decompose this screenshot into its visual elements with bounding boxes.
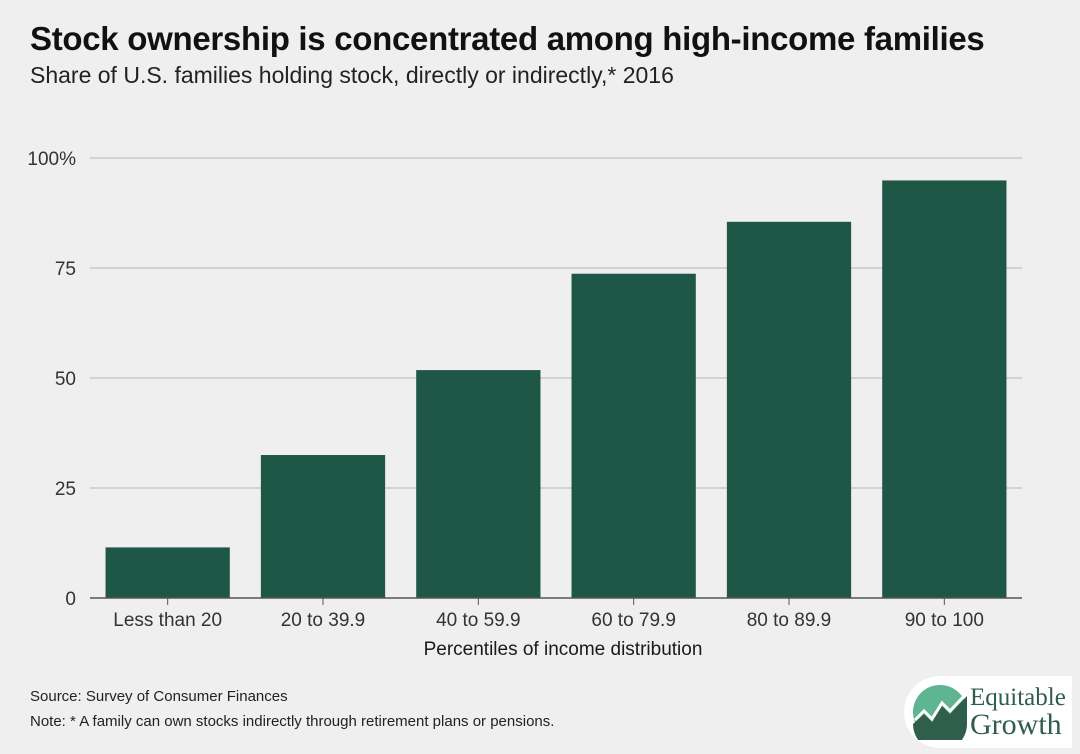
bar [105,547,230,598]
gridlines [90,157,1022,489]
x-tick-label: Less than 20 [113,610,222,631]
bar [571,273,696,598]
logo-word-equitable: Equitable [970,684,1066,711]
y-tick-label: 100% [27,149,76,170]
footnote: Note: * A family can own stocks indirect… [30,713,555,730]
bar [416,370,541,598]
equitable-growth-logo: Equitable Growth [904,676,1072,748]
bar [260,455,386,598]
bar [726,221,852,599]
y-tick-label: 50 [55,369,76,390]
chart-subtitle: Share of U.S. families holding stock, di… [30,62,674,88]
bars [105,180,1007,599]
source-note: Source: Survey of Consumer Finances [30,688,288,705]
x-tick-label: 90 to 100 [905,610,984,631]
x-tick-label: 60 to 79.9 [591,610,676,631]
bar-chart: 0 25 50 75 100% Less than 20 20 to 39.9 40 to 5… [27,149,1022,660]
y-tick-label: 0 [65,589,76,610]
logo-word-growth: Growth [970,708,1062,741]
x-axis-label: Percentiles of income distribution [424,639,703,660]
y-tick-label: 25 [55,479,76,500]
axes: 0 25 50 75 100% Less than 20 20 to 39.9 40 to 5… [27,149,1022,631]
x-tick-label: 80 to 89.9 [747,610,832,631]
y-tick-label: 75 [55,259,76,280]
bar [882,180,1007,598]
x-tick-label: 40 to 59.9 [436,610,521,631]
x-tick-label: 20 to 39.9 [281,610,366,631]
growth-chart-icon [913,685,967,740]
chart-title: Stock ownership is concentrated among hi… [30,20,985,57]
